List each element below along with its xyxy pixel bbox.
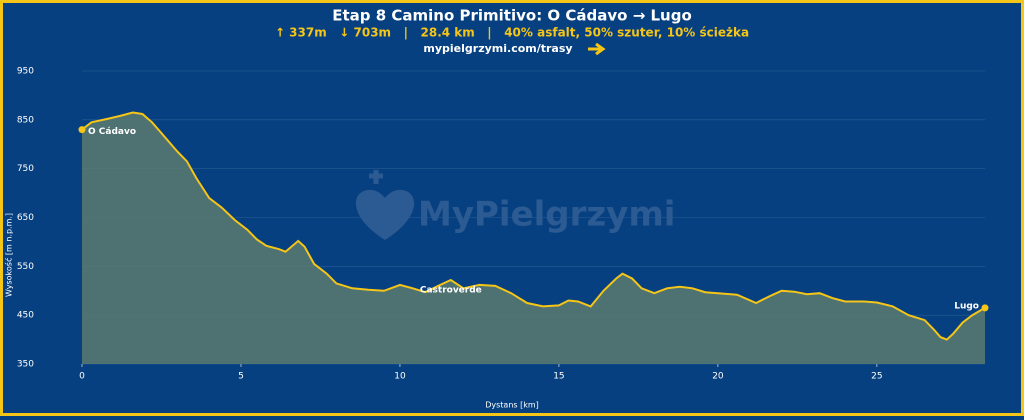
endpoint — [78, 126, 86, 134]
area — [82, 112, 985, 364]
annotation: Castroverde — [420, 286, 482, 296]
endpoint — [981, 304, 989, 312]
watermark-icon — [355, 170, 415, 240]
x-axis-label: Dystans [km] — [485, 401, 539, 410]
x-tick-label: 25 — [871, 372, 882, 382]
y-tick-label: 650 — [17, 213, 34, 223]
x-tick-label: 10 — [394, 372, 406, 382]
x-tick-label: 15 — [553, 372, 564, 382]
y-tick-label: 750 — [17, 164, 34, 174]
link[interactable]: mypielgrzymi.com/trasy — [423, 42, 572, 55]
chart-title: Etap 8 Camino Primitivo: O Cádavo → Lugo — [332, 7, 692, 25]
annotation: Lugo — [954, 301, 979, 311]
y-tick-label: 550 — [17, 262, 34, 272]
line — [81, 111, 986, 341]
y-tick-label: 850 — [17, 115, 34, 125]
link-arrow — [588, 42, 606, 56]
y-tick-label: 350 — [17, 360, 34, 370]
y-axis-label: Wysokość [m n.p.m.] — [4, 213, 14, 297]
chart-subtitle: ↑ 337m ↓ 703m | 28.4 km | 40% asfalt, 50… — [275, 26, 749, 40]
watermark: MyPielgrzymi — [418, 195, 675, 235]
x-tick-label: 0 — [79, 372, 85, 382]
y-tick-label: 450 — [17, 311, 34, 321]
annotation: O Cádavo — [88, 127, 136, 137]
x-tick-label: 20 — [712, 372, 724, 382]
x-tick-label: 5 — [238, 372, 244, 382]
y-tick-label: 950 — [17, 67, 34, 77]
